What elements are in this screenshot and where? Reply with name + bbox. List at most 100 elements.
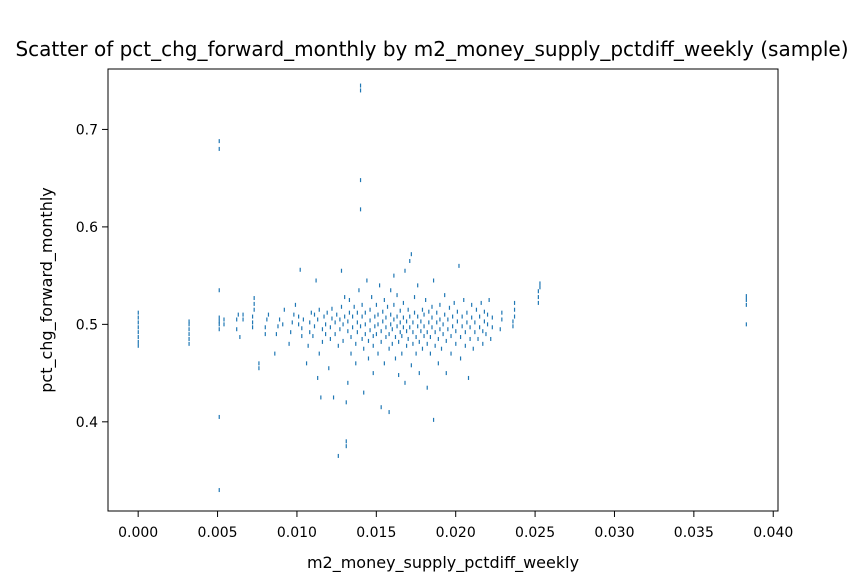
data-point: [298, 322, 300, 327]
data-point: [218, 146, 220, 151]
data-point: [345, 439, 347, 444]
data-point: [390, 288, 392, 293]
data-point: [137, 339, 139, 344]
data-point: [283, 307, 285, 312]
x-tick-label: 0.035: [674, 525, 714, 541]
data-point: [423, 334, 425, 339]
data-point: [475, 307, 478, 312]
data-point: [218, 322, 220, 327]
data-point: [537, 300, 539, 305]
data-point: [290, 330, 292, 335]
data-point: [405, 343, 408, 348]
data-point: [410, 363, 412, 368]
y-tick-label: 0.5: [76, 317, 98, 333]
data-point: [439, 317, 441, 322]
data-point: [393, 273, 395, 278]
data-point: [336, 312, 338, 317]
data-point: [298, 314, 300, 319]
data-point: [448, 305, 451, 310]
data-point: [309, 330, 311, 335]
data-point: [513, 314, 516, 319]
data-point: [355, 341, 357, 346]
data-point: [374, 314, 376, 319]
data-point: [409, 314, 411, 319]
data-point: [537, 295, 539, 300]
data-point: [436, 310, 438, 315]
data-point: [474, 320, 476, 325]
data-point: [385, 335, 387, 340]
data-point: [317, 375, 319, 380]
data-point: [450, 334, 452, 339]
data-point: [348, 297, 351, 302]
data-point: [218, 139, 220, 144]
data-point: [329, 325, 331, 330]
data-point: [413, 295, 416, 300]
data-point: [471, 315, 473, 320]
data-point: [486, 312, 489, 317]
data-point: [353, 304, 355, 309]
data-point: [463, 297, 465, 302]
data-point: [334, 320, 336, 325]
data-point: [431, 315, 433, 320]
data-point: [447, 317, 449, 322]
data-point: [377, 351, 379, 356]
data-point: [394, 356, 397, 361]
x-tick-label: 0.040: [753, 525, 793, 541]
data-point: [344, 295, 346, 300]
data-point: [431, 325, 433, 330]
data-point: [421, 307, 424, 312]
data-point: [452, 314, 454, 319]
x-tick-label: 0.020: [436, 525, 476, 541]
data-point: [339, 327, 341, 332]
data-point: [321, 339, 324, 344]
data-point: [251, 314, 254, 319]
data-point: [312, 334, 314, 339]
data-point: [340, 304, 343, 309]
data-point: [369, 318, 371, 323]
data-point: [313, 324, 316, 329]
data-point: [331, 306, 333, 311]
data-point: [369, 307, 371, 312]
data-point: [456, 319, 458, 324]
data-point: [464, 343, 466, 348]
data-point: [745, 294, 747, 299]
data-point: [428, 320, 430, 325]
data-point: [347, 329, 349, 334]
data-point: [469, 325, 471, 330]
data-point: [366, 278, 368, 283]
data-point: [412, 341, 414, 346]
data-point: [264, 325, 266, 330]
data-point: [501, 317, 503, 322]
data-point: [459, 335, 462, 340]
data-point: [383, 297, 385, 302]
data-point: [329, 336, 331, 341]
data-point: [513, 300, 516, 305]
data-point: [513, 307, 516, 312]
data-point: [466, 320, 468, 325]
data-point: [301, 334, 303, 339]
data-point: [479, 325, 481, 330]
data-point: [434, 330, 436, 335]
data-point: [317, 317, 319, 322]
data-point: [358, 288, 360, 293]
data-point: [188, 319, 190, 324]
y-tick-label: 0.4: [76, 415, 98, 431]
y-tick-label: 0.7: [76, 122, 98, 138]
data-point: [305, 361, 308, 366]
data-point: [428, 309, 430, 314]
data-point: [388, 332, 390, 337]
data-point: [242, 317, 244, 322]
data-point: [432, 278, 435, 283]
data-point: [466, 310, 468, 315]
data-point: [364, 310, 366, 315]
data-point: [512, 319, 514, 324]
data-point: [405, 319, 408, 324]
data-point: [313, 312, 316, 317]
data-point: [394, 335, 397, 340]
data-point: [253, 307, 255, 312]
data-point: [477, 336, 479, 341]
data-point: [439, 327, 441, 332]
data-point: [325, 322, 327, 327]
data-point: [482, 341, 484, 346]
